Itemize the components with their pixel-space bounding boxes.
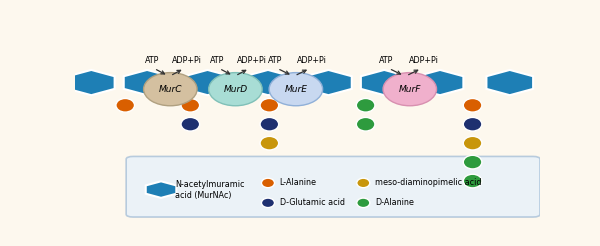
Ellipse shape: [143, 73, 197, 106]
Polygon shape: [68, 70, 115, 95]
Text: MurC: MurC: [158, 85, 182, 94]
Text: ADP+Pi: ADP+Pi: [297, 56, 327, 64]
Ellipse shape: [262, 178, 274, 188]
Ellipse shape: [463, 174, 482, 188]
Ellipse shape: [463, 136, 482, 150]
Ellipse shape: [463, 117, 482, 131]
Ellipse shape: [356, 117, 375, 131]
Ellipse shape: [260, 117, 278, 131]
Ellipse shape: [357, 178, 370, 188]
Polygon shape: [245, 70, 292, 95]
Text: D-Alanine: D-Alanine: [375, 198, 414, 207]
Text: MurF: MurF: [398, 85, 421, 94]
Text: MurE: MurE: [284, 85, 307, 94]
Text: MurD: MurD: [223, 85, 247, 94]
Text: ADP+Pi: ADP+Pi: [237, 56, 266, 64]
Text: D-Glutamic acid: D-Glutamic acid: [280, 198, 344, 207]
Text: L-Alanine: L-Alanine: [280, 178, 317, 187]
Polygon shape: [146, 181, 176, 198]
Ellipse shape: [357, 198, 370, 208]
Ellipse shape: [181, 98, 200, 112]
Text: ATP: ATP: [209, 56, 224, 64]
Text: ATP: ATP: [379, 56, 394, 64]
Text: ADP+Pi: ADP+Pi: [172, 56, 202, 64]
Ellipse shape: [463, 98, 482, 112]
Ellipse shape: [356, 98, 375, 112]
FancyBboxPatch shape: [126, 156, 540, 217]
Polygon shape: [305, 70, 352, 95]
Ellipse shape: [269, 73, 323, 106]
Polygon shape: [124, 70, 170, 95]
Ellipse shape: [463, 155, 482, 169]
Ellipse shape: [181, 117, 200, 131]
Ellipse shape: [260, 136, 278, 150]
Ellipse shape: [209, 73, 262, 106]
Polygon shape: [361, 70, 407, 95]
Text: N-acetylmuramic
acid (MurNAc): N-acetylmuramic acid (MurNAc): [175, 180, 244, 200]
Text: ATP: ATP: [268, 56, 282, 64]
Ellipse shape: [262, 198, 274, 208]
Ellipse shape: [116, 98, 134, 112]
Text: ADP+Pi: ADP+Pi: [409, 56, 439, 64]
Ellipse shape: [260, 98, 278, 112]
Polygon shape: [487, 70, 533, 95]
Text: ATP: ATP: [145, 56, 159, 64]
Polygon shape: [416, 70, 463, 95]
Ellipse shape: [383, 73, 437, 106]
Text: meso-diaminopimelic acid: meso-diaminopimelic acid: [375, 178, 481, 187]
Polygon shape: [184, 70, 231, 95]
